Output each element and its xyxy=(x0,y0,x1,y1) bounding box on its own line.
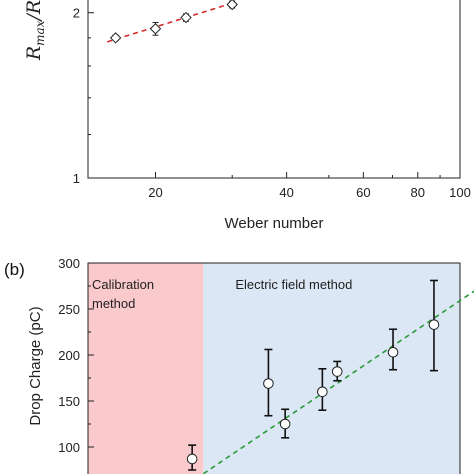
data-point-circle xyxy=(317,386,328,398)
data-point-diamond xyxy=(180,11,192,24)
y-tick-label: 150 xyxy=(58,394,80,409)
panel-b-y-axis-title: Drop Charge (pC) xyxy=(27,306,44,425)
y-tick-label: 300 xyxy=(58,256,80,271)
data-point-diamond xyxy=(109,32,122,44)
fit-line xyxy=(201,290,474,474)
data-point-circle xyxy=(263,378,274,389)
panel-b-data-points xyxy=(186,279,440,471)
panel-b-method-regions: Calibration method Electric field method xyxy=(88,263,460,474)
panel-b-y-ticks: 100 150 200 250 300 xyxy=(58,256,94,455)
data-point-circle xyxy=(428,319,440,330)
y-tick-label: 100 xyxy=(58,440,80,455)
y-tick-label: 200 xyxy=(58,348,80,363)
data-point-circle xyxy=(186,453,198,465)
panel-a-fit-line xyxy=(107,1,236,43)
data-point-diamond xyxy=(149,23,162,35)
method-region-label: method xyxy=(92,296,135,311)
data-point-diamond xyxy=(226,0,238,11)
method-region-background xyxy=(88,263,204,474)
data-point-circle xyxy=(279,418,291,430)
panel-a-x-ticks: 20 40 60 80 100 xyxy=(148,172,471,200)
panel-a-chart: 20 40 60 80 100 12 Weber number Rmax/R xyxy=(23,0,471,232)
panel-b-label: (b) xyxy=(4,260,25,279)
panel-b-chart: (b) Calibration method Electric field meth… xyxy=(4,256,474,474)
data-point-circle xyxy=(387,346,399,358)
y-tick-label: 250 xyxy=(58,302,80,317)
panel-b-fit-line xyxy=(201,290,474,474)
panel-a-y-axis-title: Rmax/R xyxy=(23,0,47,61)
x-tick-label: 100 xyxy=(449,185,471,200)
y-tick-label: 2 xyxy=(73,6,80,21)
panel-a-y-ticks: 12 xyxy=(73,6,94,186)
x-tick-label: 20 xyxy=(148,185,162,200)
method-region-background xyxy=(203,263,460,474)
fit-line xyxy=(107,1,236,43)
panel-a-plot-frame xyxy=(87,0,461,179)
panel-a-data-points xyxy=(109,0,238,44)
method-region-label: Calibration xyxy=(92,277,154,292)
x-tick-label: 40 xyxy=(279,185,293,200)
x-tick-label: 80 xyxy=(411,185,425,200)
y-tick-label: 1 xyxy=(73,171,80,186)
method-region-label: Electric field method xyxy=(235,277,352,292)
panel-a-x-axis-title: Weber number xyxy=(225,215,324,232)
data-point-circle xyxy=(331,366,343,377)
x-tick-label: 60 xyxy=(356,185,370,200)
